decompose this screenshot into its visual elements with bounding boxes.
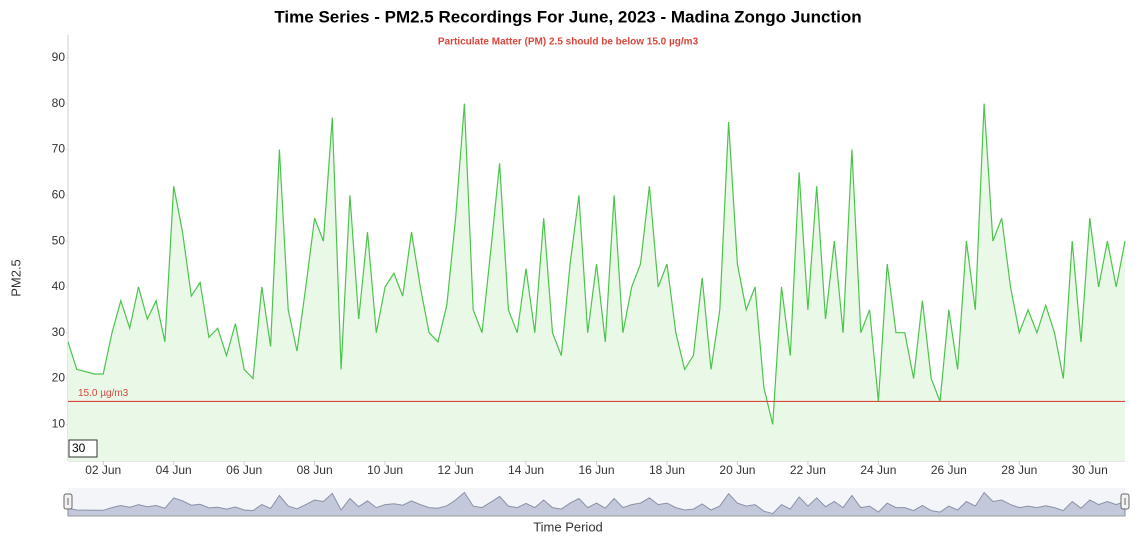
x-tick-label: 06 Jun bbox=[226, 463, 262, 477]
navigator-area bbox=[67, 491, 1126, 517]
y-tick-label: 50 bbox=[52, 233, 66, 247]
y-tick-label: 40 bbox=[52, 279, 66, 293]
y-axis-label: PM2.5 bbox=[8, 259, 23, 297]
x-tick-label: 30 Jun bbox=[1072, 463, 1108, 477]
area-fill bbox=[68, 103, 1125, 461]
y-tick-label: 70 bbox=[52, 142, 66, 156]
x-tick-label: 24 Jun bbox=[860, 463, 896, 477]
area-line bbox=[67, 103, 1126, 425]
y-tick-label: 60 bbox=[52, 187, 66, 201]
x-tick-label: 22 Jun bbox=[790, 463, 826, 477]
x-tick-label: 02 Jun bbox=[85, 463, 121, 477]
y-tick-label: 90 bbox=[52, 50, 66, 64]
x-tick-label: 26 Jun bbox=[931, 463, 967, 477]
x-tick-label: 14 Jun bbox=[508, 463, 544, 477]
x-tick-label: 04 Jun bbox=[156, 463, 192, 477]
y-tick-label: 10 bbox=[52, 417, 66, 431]
x-tick-label: 18 Jun bbox=[649, 463, 685, 477]
x-tick-label: 10 Jun bbox=[367, 463, 403, 477]
threshold-label: 15.0 µg/m3 bbox=[78, 388, 129, 399]
x-tick-label: 28 Jun bbox=[1001, 463, 1037, 477]
chart-subtitle: Particulate Matter (PM) 2.5 should be be… bbox=[438, 37, 699, 48]
zoom-input-box bbox=[68, 439, 98, 458]
y-tick-label: 30 bbox=[52, 325, 66, 339]
x-tick-label: 20 Jun bbox=[719, 463, 755, 477]
x-tick-label: 16 Jun bbox=[578, 463, 614, 477]
y-tick-label: 80 bbox=[52, 96, 66, 110]
x-tick-label: 08 Jun bbox=[297, 463, 333, 477]
x-axis-label: Time Period bbox=[533, 519, 603, 534]
x-tick-label: 12 Jun bbox=[438, 463, 474, 477]
zoom-input: 30 bbox=[72, 441, 86, 455]
y-tick-label: 20 bbox=[52, 371, 66, 385]
chart-title: Time Series - PM2.5 Recordings For June,… bbox=[274, 7, 861, 26]
